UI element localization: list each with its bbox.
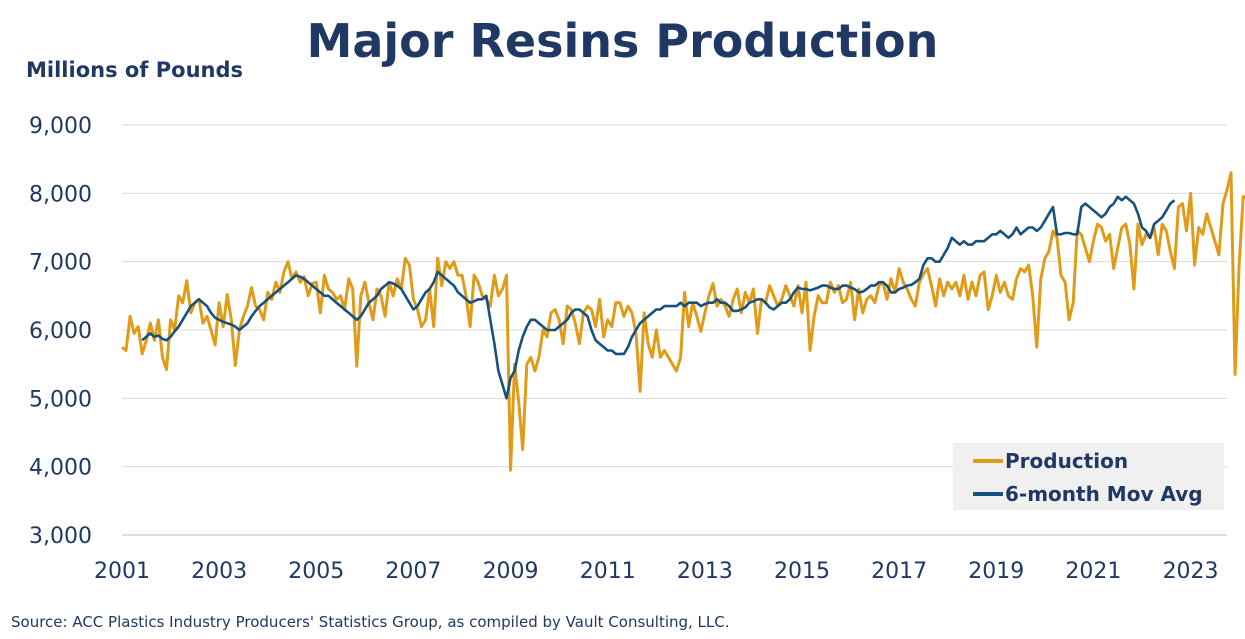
legend-label-production: Production [1005, 449, 1129, 473]
y-axis-unit-label: Millions of Pounds [26, 58, 244, 82]
y-tick-label: 3,000 [29, 524, 92, 549]
legend-label-moving-average: 6-month Mov Avg [1005, 482, 1203, 506]
y-tick-label: 5,000 [29, 387, 92, 412]
x-tick-label: 2013 [677, 559, 733, 584]
legend-swatch-production [973, 459, 1003, 463]
series-line-moving-average [141, 195, 1176, 400]
series-lines [121, 171, 1245, 472]
y-tick-label: 4,000 [29, 456, 92, 481]
x-tick-label: 2015 [774, 559, 830, 584]
legend-swatch-moving-average [973, 492, 1003, 496]
x-tick-label: 2023 [1163, 559, 1219, 584]
y-tick-label: 9,000 [29, 114, 92, 139]
x-tick-label: 2021 [1065, 559, 1121, 584]
x-tick-label: 2005 [288, 559, 344, 584]
y-tick-label: 6,000 [29, 319, 92, 344]
legend-item-moving-average: 6-month Mov Avg [973, 479, 1203, 509]
source-note: Source: ACC Plastics Industry Producers'… [11, 613, 730, 631]
y-axis-tick-labels: 3,000 4,000 5,000 6,000 7,000 8,000 9,000 [29, 114, 92, 549]
x-tick-label: 2011 [580, 559, 636, 584]
chart-title: Major Resins Production [306, 14, 939, 68]
legend-item-production: Production [973, 446, 1128, 476]
x-tick-label: 2017 [871, 559, 927, 584]
x-tick-label: 2019 [968, 559, 1024, 584]
y-tick-label: 8,000 [29, 182, 92, 207]
series-line-production [121, 171, 1245, 472]
x-axis-tick-labels: 2001 2003 2005 2007 2009 2011 2013 2015 2017 2019… [94, 559, 1219, 584]
legend: Production 6-month Mov Avg [953, 443, 1224, 510]
x-tick-label: 2007 [385, 559, 441, 584]
gridlines [122, 124, 1227, 468]
x-tick-label: 2001 [94, 559, 150, 584]
y-tick-label: 7,000 [29, 251, 92, 276]
x-tick-label: 2009 [483, 559, 539, 584]
x-tick-label: 2003 [191, 559, 247, 584]
